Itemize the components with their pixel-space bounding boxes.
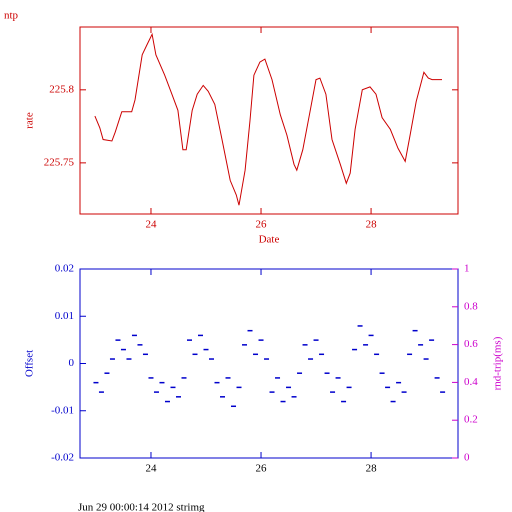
offset-point [291, 396, 297, 398]
offset-point [429, 339, 435, 341]
offset-point [98, 391, 104, 393]
offset-point [275, 377, 281, 379]
offset-point [357, 325, 363, 327]
offset-point [170, 386, 176, 389]
offset-point [236, 386, 242, 389]
y2-tick-label: 0.8 [464, 300, 478, 312]
x-tick-label: 26 [256, 219, 268, 231]
x-tick-label: 24 [145, 463, 157, 475]
footer: Jun 29 00:00:14 2012 strimg [78, 502, 205, 512]
offset-point [407, 353, 413, 356]
offset-point [231, 405, 237, 408]
x-tick-label: 26 [256, 463, 268, 475]
offset-point [120, 348, 126, 351]
offset-point [401, 391, 407, 393]
offset-point [418, 344, 424, 346]
y-tick-label: -0.02 [51, 452, 74, 464]
offset-point [209, 358, 215, 360]
offset-point [137, 344, 143, 346]
offset-point [126, 358, 132, 360]
offset-point [153, 391, 159, 393]
y2-tick-label: 0.4 [464, 376, 478, 388]
offset-point [131, 334, 137, 337]
offset-point [214, 381, 220, 384]
offset-point [242, 344, 248, 346]
offset-point [396, 381, 402, 384]
y-tick-label: 225.75 [44, 156, 75, 168]
offset-point [220, 396, 226, 398]
offset-point [142, 353, 148, 356]
offset-point [423, 358, 429, 360]
offset-point [313, 339, 319, 341]
offset-point [385, 386, 391, 389]
offset-point [197, 334, 203, 337]
offset-point [159, 381, 165, 384]
offset-point [379, 372, 385, 374]
plot-frame [79, 26, 459, 215]
offset-point [368, 334, 374, 337]
offset-point [203, 348, 209, 351]
offset-point [335, 377, 341, 379]
offset-point [115, 339, 121, 341]
offset-point [319, 353, 325, 356]
offset-point [93, 381, 99, 384]
y-axis-label: rate [24, 112, 36, 129]
plot-frame [79, 268, 459, 459]
offset-point [297, 372, 303, 374]
offset-point [164, 400, 170, 403]
y2-tick-label: 0.2 [464, 414, 478, 426]
offset-point [352, 348, 358, 351]
offset-point [302, 344, 308, 346]
x-tick-label: 28 [366, 219, 378, 231]
offset-point [390, 400, 396, 403]
offset-point [330, 391, 336, 393]
offset-point [225, 377, 231, 379]
y-tick-label: 0.01 [55, 310, 74, 322]
offset-point [434, 377, 440, 379]
offset-point [346, 386, 352, 389]
x-tick-label: 28 [366, 463, 378, 475]
x-tick-label: 24 [145, 219, 157, 231]
offset-point [186, 339, 192, 341]
offset-point [264, 358, 270, 360]
rate-line [94, 32, 442, 206]
chart-title: ntp [4, 10, 19, 22]
offset-point [192, 353, 198, 356]
offset-point [175, 396, 181, 398]
x-axis-label: Date [259, 234, 280, 246]
y-tick-label: 225.8 [49, 83, 74, 95]
y2-tick-label: 1 [464, 263, 470, 275]
offset-point [412, 329, 418, 332]
offset-point [181, 377, 187, 379]
offset-point [148, 377, 154, 379]
offset-point [341, 400, 347, 403]
offset-point [363, 344, 369, 346]
y2-axis-label: rnd-trip(ms) [492, 336, 504, 390]
offset-point [247, 329, 253, 332]
y-axis-label: Offset [24, 350, 36, 377]
offset-point [280, 400, 286, 403]
offset-point [374, 353, 380, 356]
y-tick-label: -0.01 [51, 404, 74, 416]
offset-point [104, 372, 110, 374]
offset-point [286, 386, 292, 389]
offset-point [269, 391, 275, 393]
y-tick-label: 0.02 [55, 263, 74, 275]
y-tick-label: 0 [69, 357, 75, 369]
y2-tick-label: 0 [464, 452, 470, 464]
offset-point [308, 358, 314, 360]
offset-point [253, 353, 259, 356]
offset-point [440, 391, 446, 393]
offset-point [109, 358, 115, 360]
offset-point [324, 372, 330, 374]
offset-point [258, 339, 264, 341]
y2-tick-label: 0.6 [464, 338, 478, 350]
